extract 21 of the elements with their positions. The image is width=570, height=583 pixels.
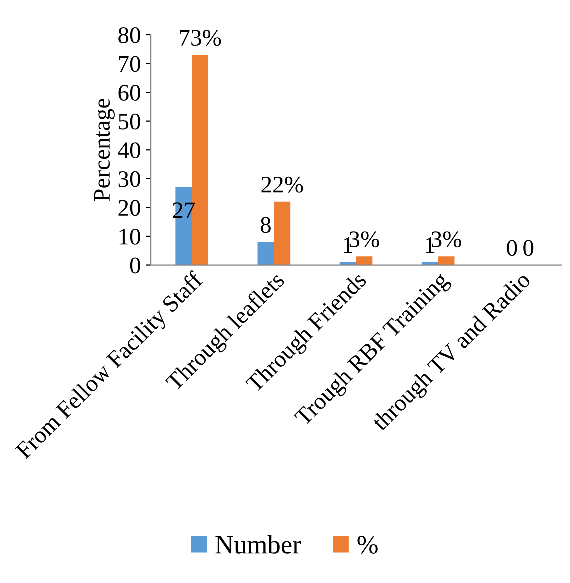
y-tick-label: 70 <box>119 56 140 72</box>
data-label: 22% <box>262 176 304 193</box>
bar <box>356 256 373 266</box>
y-tick-label: 50 <box>119 114 140 130</box>
bar <box>258 242 274 266</box>
bar <box>438 256 455 266</box>
legend-label: Number <box>216 535 302 554</box>
legend-label: % <box>358 536 378 554</box>
y-tick-label: 20 <box>118 200 140 216</box>
y-tick-label: 40 <box>118 142 140 159</box>
data-label: 0 <box>507 240 518 256</box>
bar <box>274 202 291 266</box>
data-label: 8 <box>260 217 271 234</box>
y-axis-title: Percentage <box>94 99 115 202</box>
y-tick-label: 10 <box>120 228 140 245</box>
y-tick-label: 30 <box>118 171 140 188</box>
y-tick-label: 80 <box>118 27 140 44</box>
data-label: 0 <box>524 240 534 256</box>
data-label: 73% <box>180 30 222 46</box>
y-tick-label: 0 <box>130 258 140 274</box>
y-tick-label: 60 <box>118 85 140 101</box>
